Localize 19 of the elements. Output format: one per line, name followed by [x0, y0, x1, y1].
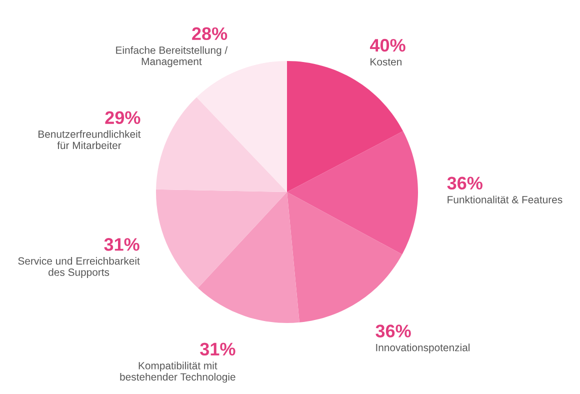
slice-label: Innovationspotenzial [376, 344, 470, 354]
pie-slice [287, 192, 402, 322]
slice-label: Einfache Bereitstellung / Management [116, 46, 228, 68]
pie-slice [287, 131, 418, 254]
pie-slice [156, 97, 287, 192]
pie-slice [156, 189, 287, 288]
data-label: 31% [200, 342, 236, 356]
slice-label: Benutzerfreundlichkeit für Mitarbeiter [38, 130, 141, 150]
data-label: 28% [192, 27, 228, 40]
data-label: 40% [370, 38, 406, 52]
slice-label: Service und Erreichbarkeit des Supports [18, 257, 140, 278]
slice-label: Kosten [370, 58, 402, 66]
data-label: 29% [105, 111, 140, 124]
slice-label: Funktionalität & Features [448, 196, 562, 204]
data-label: 36% [376, 324, 411, 338]
data-label: 36% [447, 176, 482, 190]
pie-slice [198, 192, 300, 323]
data-label: 31% [104, 238, 140, 251]
slice-label: Kompatibilität mit bestehender Technologie [120, 362, 236, 383]
